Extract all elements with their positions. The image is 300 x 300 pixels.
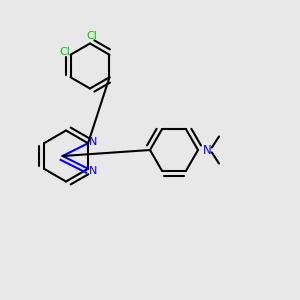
Text: N: N bbox=[203, 143, 212, 157]
Text: Cl: Cl bbox=[59, 47, 70, 57]
Text: N: N bbox=[89, 137, 98, 147]
Text: Cl: Cl bbox=[86, 31, 97, 41]
Text: N: N bbox=[89, 166, 98, 176]
